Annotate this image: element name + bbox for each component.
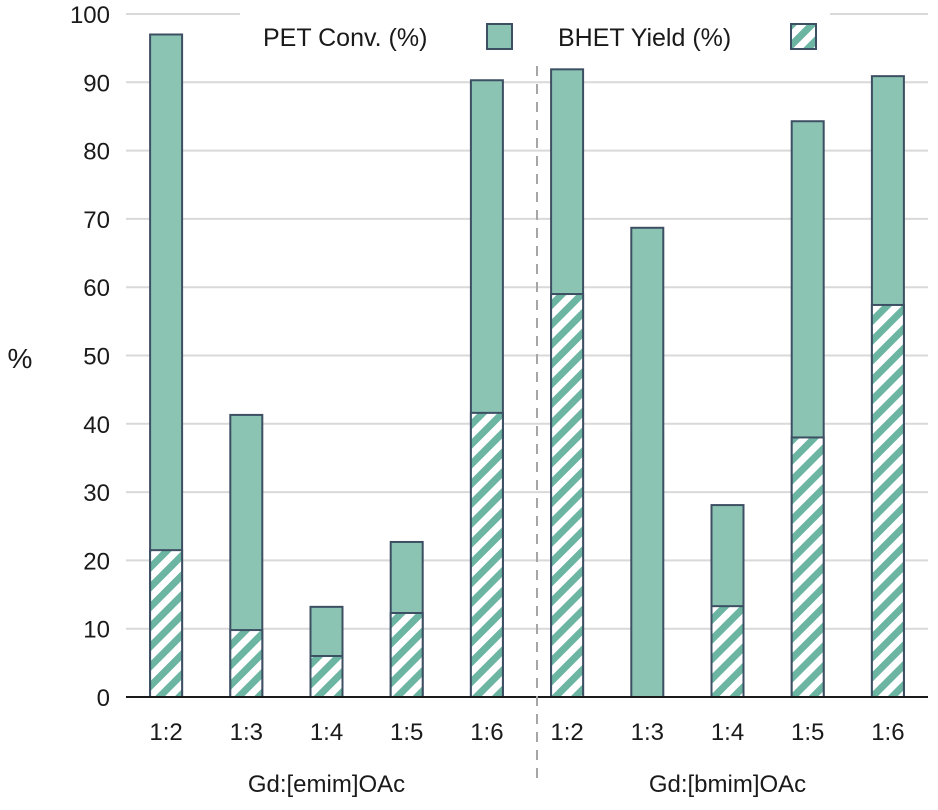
- y-tick-label: 20: [83, 548, 110, 575]
- bar-bhet-yield: [309, 655, 344, 699]
- bar-bhet-yield: [469, 411, 504, 698]
- y-tick-label: 30: [83, 480, 110, 507]
- bar-bhet-yield: [149, 549, 184, 699]
- y-axis-label: %: [8, 343, 33, 374]
- x-tick-label: 1:6: [470, 719, 503, 746]
- y-tick-label: 10: [83, 617, 110, 644]
- y-tick-label: 60: [83, 275, 110, 302]
- legend: PET Conv. (%) BHET Yield (%): [240, 8, 830, 58]
- y-tick-label: 80: [83, 139, 110, 166]
- group-labels: Gd:[emim]OAc Gd:[bmim]OAc: [248, 771, 806, 798]
- y-tick-label: 90: [83, 70, 110, 97]
- x-tick-label: 1:4: [711, 719, 744, 746]
- bar-bhet-yield: [710, 605, 745, 699]
- legend-swatch-bhet-yield: [790, 23, 817, 50]
- y-tick-label: 40: [83, 412, 110, 439]
- x-tick-label: 1:5: [791, 719, 824, 746]
- x-tick-label: 1:4: [310, 719, 343, 746]
- x-tick-label: 1:6: [871, 719, 904, 746]
- bars: [149, 33, 905, 699]
- bar-bhet-yield: [229, 629, 264, 698]
- legend-label-pet-conversion: PET Conv. (%): [263, 24, 427, 52]
- x-tick-label: 1:3: [631, 719, 664, 746]
- bar-bhet-yield: [389, 611, 424, 699]
- group-label: Gd:[emim]OAc: [248, 771, 405, 798]
- bar-bhet-yield: [790, 436, 825, 698]
- group-label: Gd:[bmim]OAc: [649, 771, 806, 798]
- legend-label-bhet-yield: BHET Yield (%): [558, 24, 731, 52]
- bar-bhet-yield: [870, 303, 905, 698]
- x-tick-label: 1:2: [550, 719, 583, 746]
- x-tick-label: 1:2: [149, 719, 182, 746]
- x-tick-label: 1:3: [230, 719, 263, 746]
- x-axis-ticks: 1:2 1:3 1:4 1:5 1:6 1:2 1:3 1:4 1:5 1:6: [149, 719, 904, 746]
- y-tick-label: 0: [97, 685, 110, 712]
- bar-pet-conversion: [630, 226, 665, 699]
- y-tick-label: 100: [70, 2, 110, 29]
- x-tick-label: 1:5: [390, 719, 423, 746]
- bar-bhet-yield: [550, 293, 585, 698]
- y-tick-label: 50: [83, 344, 110, 371]
- y-axis-ticks: 0 10 20 30 40 50 60 70 80 90 100: [70, 2, 110, 712]
- y-tick-label: 70: [83, 207, 110, 234]
- legend-swatch-pet-conversion: [486, 23, 513, 50]
